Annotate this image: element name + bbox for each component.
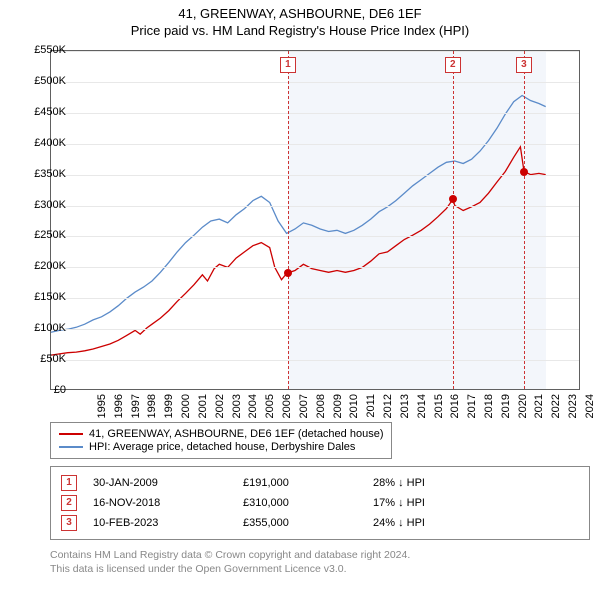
sales-row-marker: 2 <box>61 495 77 511</box>
sales-row-price: £355,000 <box>243 517 373 529</box>
sales-row-price: £310,000 <box>243 497 373 509</box>
x-tick-label: 2008 <box>315 394 327 418</box>
chart: 123 199519961997199819992000200120022003… <box>50 50 580 390</box>
x-tick-label: 2014 <box>416 394 428 418</box>
gridline <box>51 113 579 114</box>
sale-dot <box>449 195 457 203</box>
y-tick-label: £550K <box>34 44 66 56</box>
sales-row-marker: 1 <box>61 475 77 491</box>
x-tick-label: 1995 <box>96 394 108 418</box>
y-tick-label: £400K <box>34 137 66 149</box>
x-tick-label: 2006 <box>281 394 293 418</box>
gridline <box>51 267 579 268</box>
x-tick-label: 2023 <box>567 394 579 418</box>
sale-vline <box>453 51 454 389</box>
gridline <box>51 144 579 145</box>
x-tick-label: 2013 <box>399 394 411 418</box>
legend-label: 41, GREENWAY, ASHBOURNE, DE6 1EF (detach… <box>89 428 383 440</box>
y-tick-label: £450K <box>34 106 66 118</box>
sales-row-date: 30-JAN-2009 <box>93 477 243 489</box>
x-tick-label: 2015 <box>433 394 445 418</box>
x-tick-label: 2000 <box>180 394 192 418</box>
x-tick-label: 2010 <box>348 394 360 418</box>
sales-table: 1 30-JAN-2009£191,00028% ↓ HPI 2 16-NOV-201… <box>50 466 590 540</box>
line-series <box>51 51 581 391</box>
y-tick-label: £350K <box>34 168 66 180</box>
y-tick-label: £250K <box>34 229 66 241</box>
gridline <box>51 298 579 299</box>
gridline <box>51 82 579 83</box>
gridline <box>51 175 579 176</box>
sales-row: 3 10-FEB-2023£355,00024% ↓ HPI <box>55 513 585 533</box>
y-tick-label: £150K <box>34 291 66 303</box>
x-tick-label: 2016 <box>449 394 461 418</box>
y-tick-label: £500K <box>34 75 66 87</box>
y-tick-label: £100K <box>34 322 66 334</box>
y-tick-label: £0 <box>54 384 66 396</box>
x-tick-label: 2001 <box>197 394 209 418</box>
sales-row-diff: 17% ↓ HPI <box>373 497 523 509</box>
sale-marker-box: 1 <box>280 57 296 73</box>
x-tick-label: 2011 <box>365 394 377 418</box>
sales-row-diff: 24% ↓ HPI <box>373 517 523 529</box>
sale-dot <box>284 269 292 277</box>
sales-row-date: 16-NOV-2018 <box>93 497 243 509</box>
x-tick-label: 2020 <box>517 394 529 418</box>
x-tick-label: 1999 <box>163 394 175 418</box>
x-tick-label: 2017 <box>466 394 478 418</box>
chart-title-1: 41, GREENWAY, ASHBOURNE, DE6 1EF <box>0 6 600 21</box>
x-tick-label: 2012 <box>382 394 394 418</box>
gridline <box>51 329 579 330</box>
x-tick-label: 2005 <box>264 394 276 418</box>
sales-row-diff: 28% ↓ HPI <box>373 477 523 489</box>
gridline <box>51 206 579 207</box>
gridline <box>51 236 579 237</box>
y-tick-label: £300K <box>34 199 66 211</box>
y-tick-label: £50K <box>40 353 66 365</box>
legend: 41, GREENWAY, ASHBOURNE, DE6 1EF (detach… <box>50 422 392 459</box>
x-tick-label: 2003 <box>231 394 243 418</box>
x-tick-label: 2021 <box>533 394 545 418</box>
sale-marker-box: 2 <box>445 57 461 73</box>
x-tick-label: 1996 <box>113 394 125 418</box>
sale-vline <box>524 51 525 389</box>
x-tick-label: 1997 <box>130 394 142 418</box>
sale-dot <box>520 168 528 176</box>
series-price_paid <box>51 147 546 355</box>
footer-line-1: Contains HM Land Registry data © Crown c… <box>50 548 410 562</box>
sale-vline <box>288 51 289 389</box>
legend-label: HPI: Average price, detached house, Derb… <box>89 441 355 453</box>
sales-row-marker: 3 <box>61 515 77 531</box>
sales-row-price: £191,000 <box>243 477 373 489</box>
footer-line-2: This data is licensed under the Open Gov… <box>50 562 410 576</box>
x-tick-label: 2004 <box>247 394 259 418</box>
sales-row-date: 10-FEB-2023 <box>93 517 243 529</box>
series-hpi <box>51 96 546 333</box>
gridline <box>51 360 579 361</box>
legend-item: HPI: Average price, detached house, Derb… <box>59 441 383 453</box>
legend-swatch <box>59 433 83 435</box>
gridline <box>51 51 579 52</box>
sales-row: 1 30-JAN-2009£191,00028% ↓ HPI <box>55 473 585 493</box>
x-tick-label: 2007 <box>298 394 310 418</box>
legend-item: 41, GREENWAY, ASHBOURNE, DE6 1EF (detach… <box>59 428 383 440</box>
x-tick-label: 2019 <box>500 394 512 418</box>
x-tick-label: 2024 <box>584 394 596 418</box>
x-tick-label: 2009 <box>332 394 344 418</box>
footer-attribution: Contains HM Land Registry data © Crown c… <box>50 548 410 576</box>
sale-marker-box: 3 <box>516 57 532 73</box>
x-tick-label: 2002 <box>214 394 226 418</box>
x-tick-label: 2018 <box>483 394 495 418</box>
y-tick-label: £200K <box>34 260 66 272</box>
x-tick-label: 1998 <box>146 394 158 418</box>
plot-area: 1 2 3 <box>50 50 580 390</box>
x-tick-label: 2022 <box>550 394 562 418</box>
chart-title-2: Price paid vs. HM Land Registry's House … <box>0 23 600 38</box>
sales-row: 2 16-NOV-2018£310,00017% ↓ HPI <box>55 493 585 513</box>
legend-swatch <box>59 446 83 448</box>
